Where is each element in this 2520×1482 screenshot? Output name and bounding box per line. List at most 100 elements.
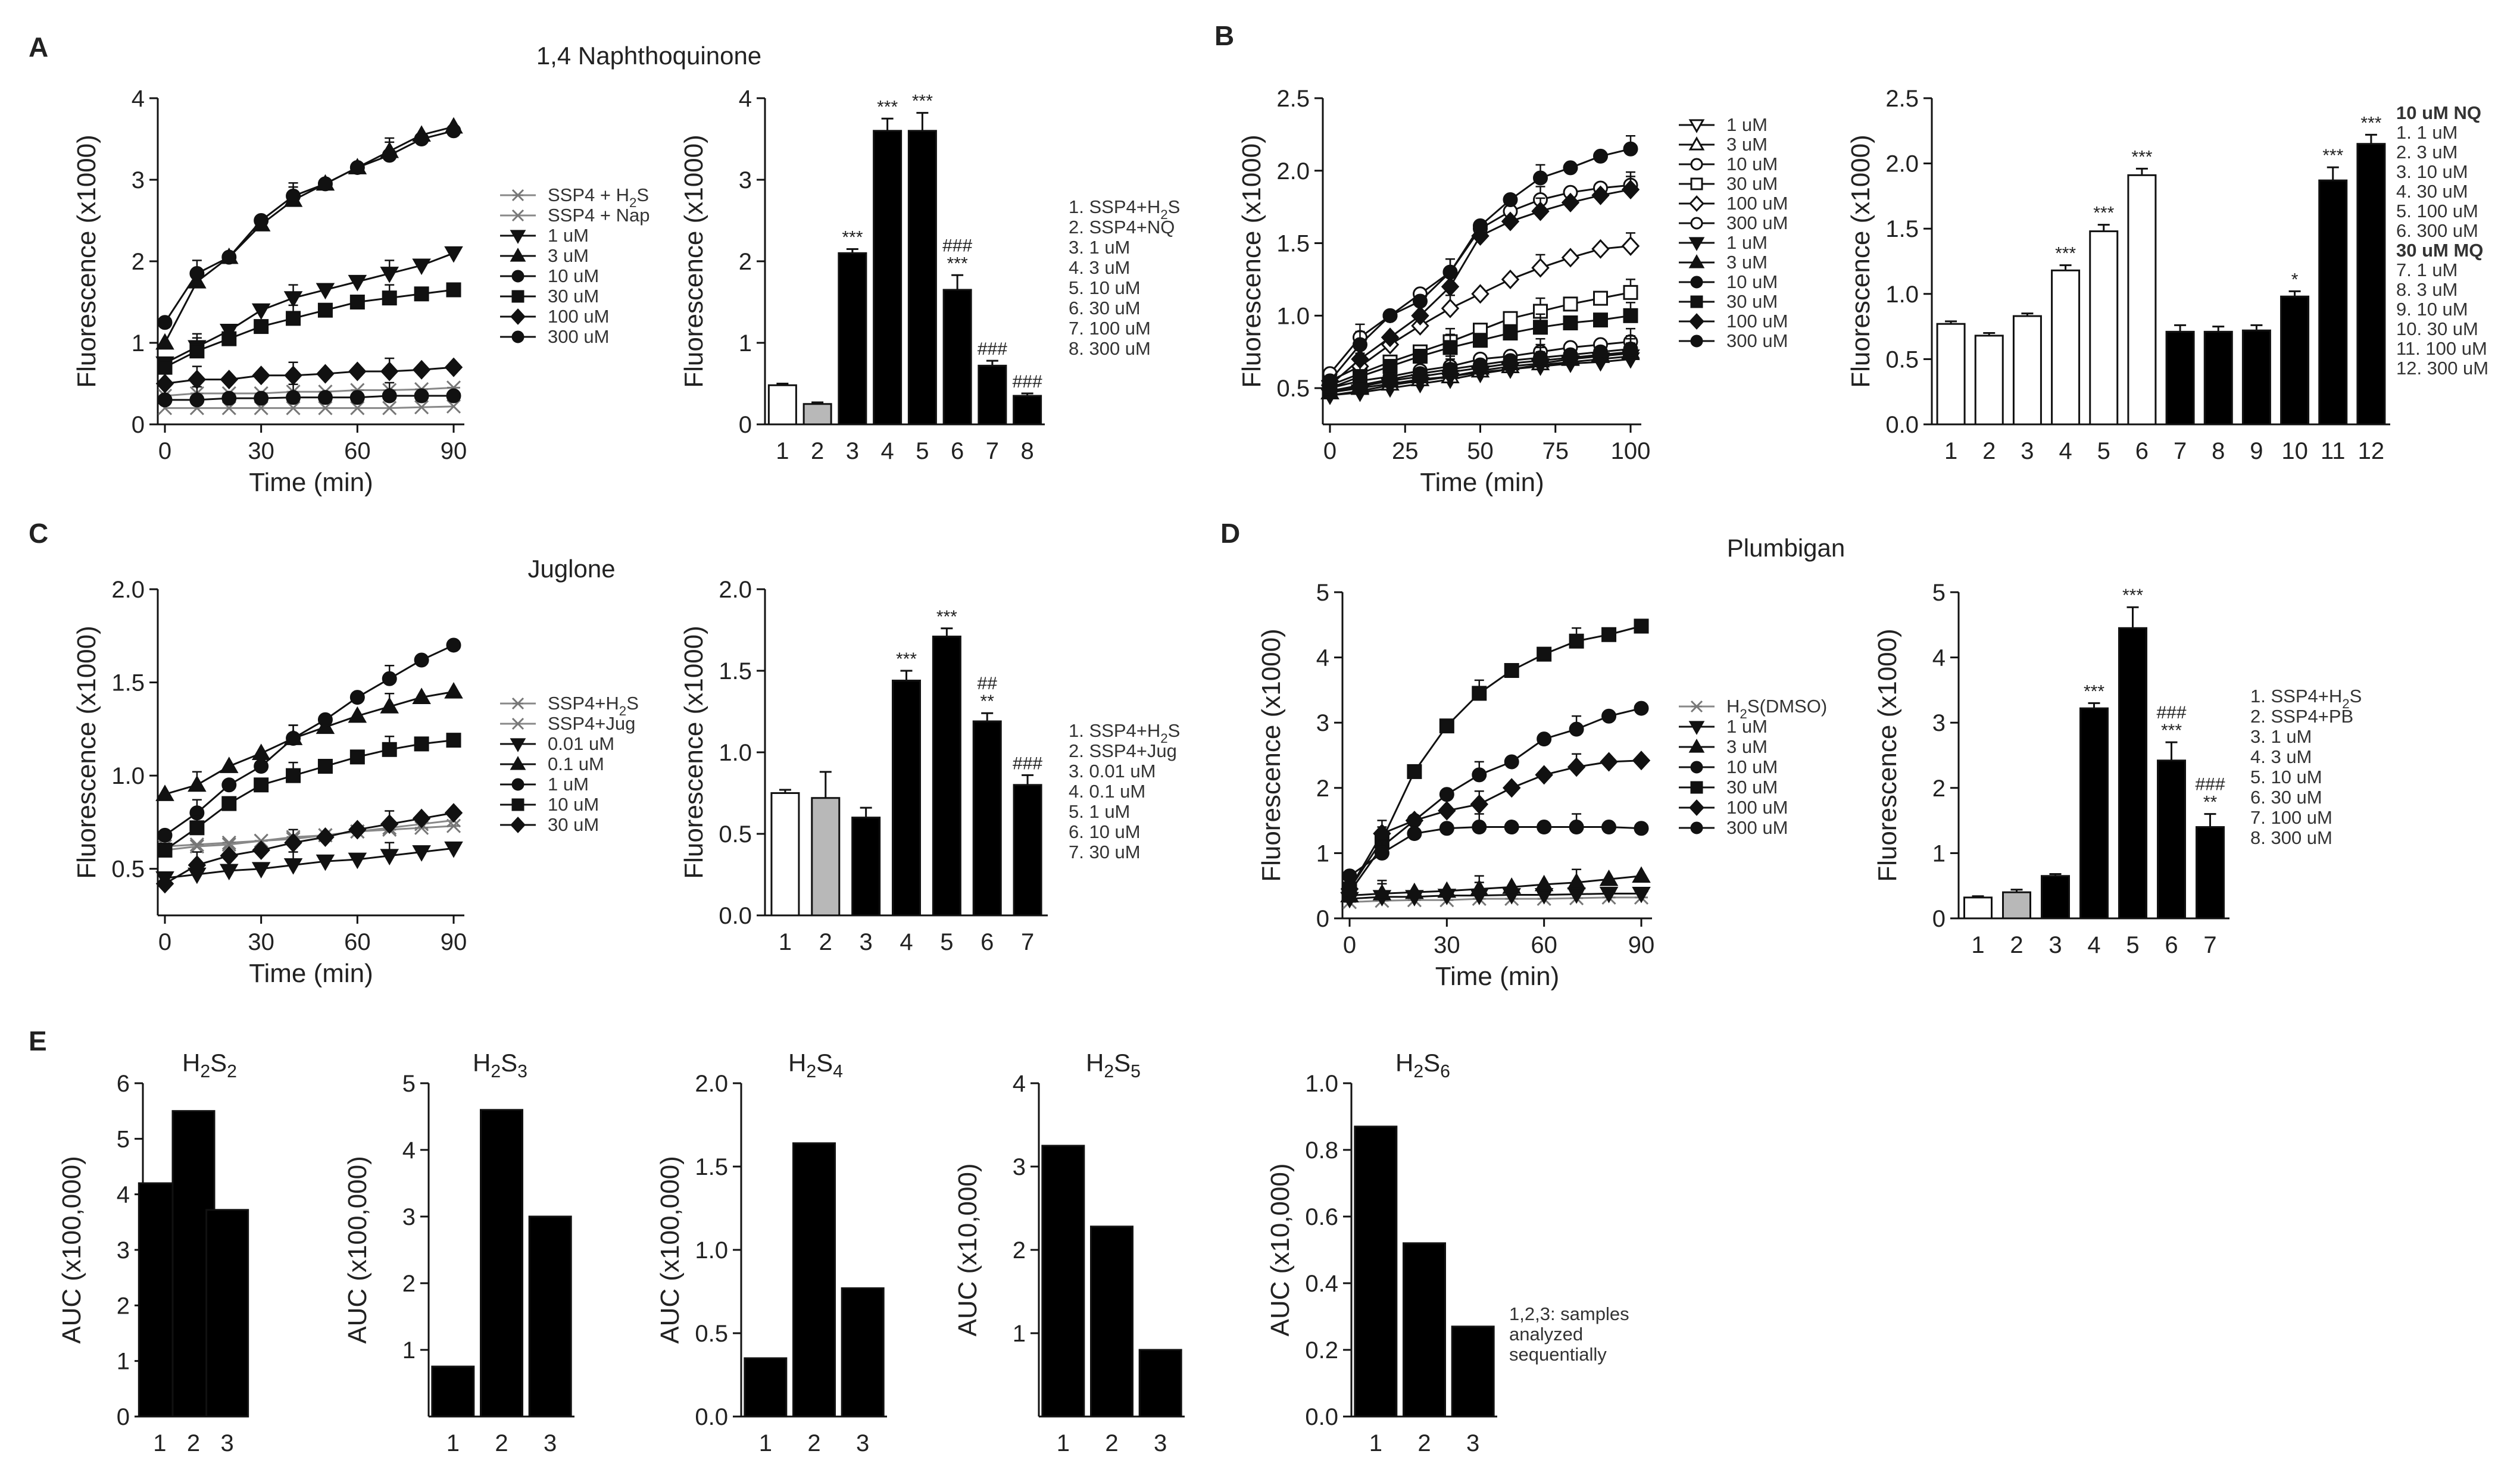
data-point — [412, 808, 431, 828]
bar — [2165, 330, 2195, 426]
y-tick-label: 0.5 — [695, 1321, 728, 1347]
legend-label: 30 uM — [1726, 173, 1778, 194]
data-point — [1621, 236, 1640, 256]
legend-marker — [1688, 721, 1705, 735]
legend-label: 300 uM — [548, 326, 609, 347]
y-tick-label: 0.0 — [695, 1404, 728, 1430]
x-tick-label: 1 — [446, 1430, 460, 1456]
data-point — [1535, 765, 1553, 785]
data-point — [444, 841, 463, 858]
x-tick-label: 30 — [248, 438, 274, 464]
series-line — [1348, 707, 1642, 893]
y-tick-label: 3 — [132, 167, 145, 193]
x-tick-label: 6 — [2135, 438, 2149, 464]
subscript: 2 — [806, 1062, 816, 1081]
data-point — [382, 401, 397, 415]
text-part: H — [788, 1049, 806, 1077]
data-point — [1472, 767, 1487, 783]
legend-label: 6. 30 uM — [1069, 298, 1141, 318]
chart-title: H2S4 — [788, 1049, 843, 1081]
y-axis-label: AUC (x100,000) — [343, 1156, 372, 1343]
data-point — [286, 768, 301, 783]
data-point — [1411, 305, 1429, 326]
legend-label: 5. 1 uM — [1069, 801, 1130, 822]
data-point — [380, 361, 399, 382]
y-tick-label: 0.4 — [1305, 1271, 1338, 1297]
subscript: 3 — [517, 1062, 527, 1081]
x-tick-label: 3 — [1154, 1430, 1167, 1456]
legend-marker — [511, 717, 524, 730]
data-point — [155, 373, 174, 394]
legend-marker — [1690, 781, 1703, 794]
data-point — [348, 706, 367, 723]
data-point — [1353, 337, 1367, 352]
data-point — [155, 784, 174, 801]
y-tick-label: 1.0 — [719, 740, 752, 766]
data-point — [286, 390, 301, 405]
bar — [873, 130, 903, 426]
series-line — [1349, 875, 1642, 897]
y-tick-label: 2 — [739, 249, 752, 275]
data-point — [286, 401, 301, 415]
x-tick-label: 3 — [1466, 1430, 1479, 1456]
data-point — [1471, 284, 1489, 304]
legend-label: 4. 30 uM — [2396, 181, 2468, 202]
data-point — [1411, 315, 1429, 336]
y-tick-label: 6 — [117, 1071, 130, 1097]
y-tick-label: 4 — [1013, 1071, 1026, 1097]
data-point — [1502, 877, 1522, 894]
legend-label: SSP4 + Nap — [548, 205, 649, 226]
subscript: 5 — [1131, 1062, 1141, 1081]
data-point — [1473, 357, 1488, 373]
data-point — [316, 854, 335, 871]
data-point — [254, 777, 269, 793]
x-tick-label: 1 — [759, 1430, 772, 1456]
y-axis-label: Fluorescence (x1000) — [1237, 135, 1266, 388]
subscript: 2 — [1104, 1062, 1114, 1081]
y-tick-label: 0 — [117, 1404, 130, 1430]
bar — [1090, 1225, 1133, 1418]
legend-label: 1 uM — [548, 774, 589, 795]
data-point — [1567, 873, 1586, 890]
x-tick-label: 1 — [1944, 438, 1957, 464]
subscript: 2 — [2342, 696, 2349, 711]
x-tick-label: 2 — [1105, 1430, 1118, 1456]
panel-label: B — [1214, 20, 1234, 51]
x-tick-label: 5 — [2097, 438, 2110, 464]
data-point — [1634, 701, 1649, 716]
legend-label: 7. 1 uM — [2396, 259, 2457, 280]
y-tick-label: 3 — [739, 167, 752, 193]
data-point — [221, 796, 237, 811]
data-point — [1441, 298, 1460, 318]
legend-label: 4. 0.1 uM — [1069, 781, 1145, 802]
x-tick-label: 3 — [846, 438, 859, 464]
data-point — [444, 682, 463, 699]
note-text: analyzed — [1509, 1324, 1583, 1345]
bar — [528, 1215, 572, 1418]
y-tick-label: 1.0 — [1276, 303, 1310, 329]
data-point — [1382, 359, 1398, 374]
data-point — [1567, 757, 1586, 777]
legend-label: 7. 30 uM — [1069, 842, 1141, 862]
bar — [1013, 784, 1042, 917]
x-tick-label: 60 — [344, 929, 371, 955]
x-tick-label: 2 — [495, 1430, 508, 1456]
series-line — [164, 289, 454, 368]
significance-mark: ### — [2156, 703, 2186, 723]
data-point — [286, 311, 301, 326]
significance-mark: ### — [942, 236, 972, 255]
y-tick-label: 0.0 — [719, 903, 752, 929]
significance-mark: ### — [1013, 753, 1042, 773]
data-point — [221, 835, 236, 850]
data-point — [1439, 821, 1454, 836]
data-point — [1537, 820, 1552, 835]
subscript: 2 — [491, 1062, 501, 1081]
data-point — [189, 839, 204, 854]
bar — [2127, 174, 2157, 426]
data-point — [317, 302, 333, 318]
data-point — [412, 359, 431, 380]
data-point — [349, 295, 365, 309]
legend-label: H2S(DMSO) — [1726, 696, 1827, 721]
y-tick-label: 3 — [117, 1237, 130, 1264]
